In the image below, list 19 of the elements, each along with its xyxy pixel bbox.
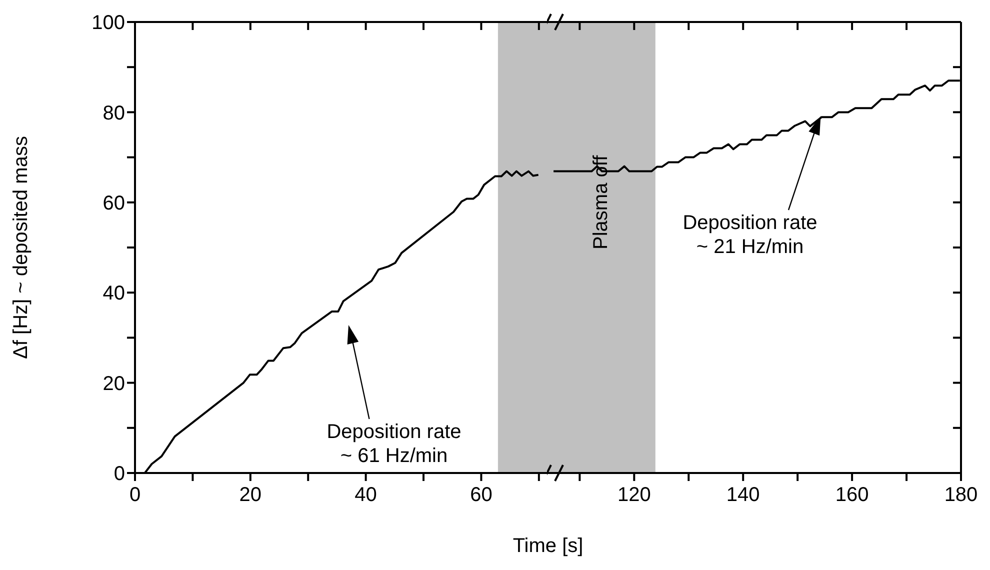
y-tick-label: 80 — [102, 102, 125, 124]
y-tick-label: 60 — [102, 192, 125, 214]
x-tick-label: 160 — [835, 484, 869, 506]
x-tick-label: 20 — [239, 484, 262, 506]
x-tick-label: 140 — [726, 484, 760, 506]
y-tick-label: 40 — [102, 282, 125, 305]
x-tick-label: 0 — [129, 484, 141, 506]
y-tick-label: 100 — [92, 12, 125, 34]
annotation: Deposition rate ~ 21 Hz/min — [682, 212, 818, 258]
x-tick-label: 120 — [617, 484, 651, 506]
x-tick-label: 180 — [944, 484, 978, 506]
x-axis-title: Time [s] — [512, 535, 584, 558]
y-tick-label: 0 — [114, 463, 125, 486]
y-axis-title: Δf [Hz] ~ deposited mass — [10, 136, 32, 359]
y-tick-label: 20 — [102, 372, 125, 395]
band-label: Plasma off — [590, 154, 612, 250]
x-tick-label: 40 — [354, 484, 377, 506]
x-tick-label: 60 — [470, 484, 492, 506]
annotation: Deposition rate ~ 61 Hz/min — [326, 421, 462, 467]
